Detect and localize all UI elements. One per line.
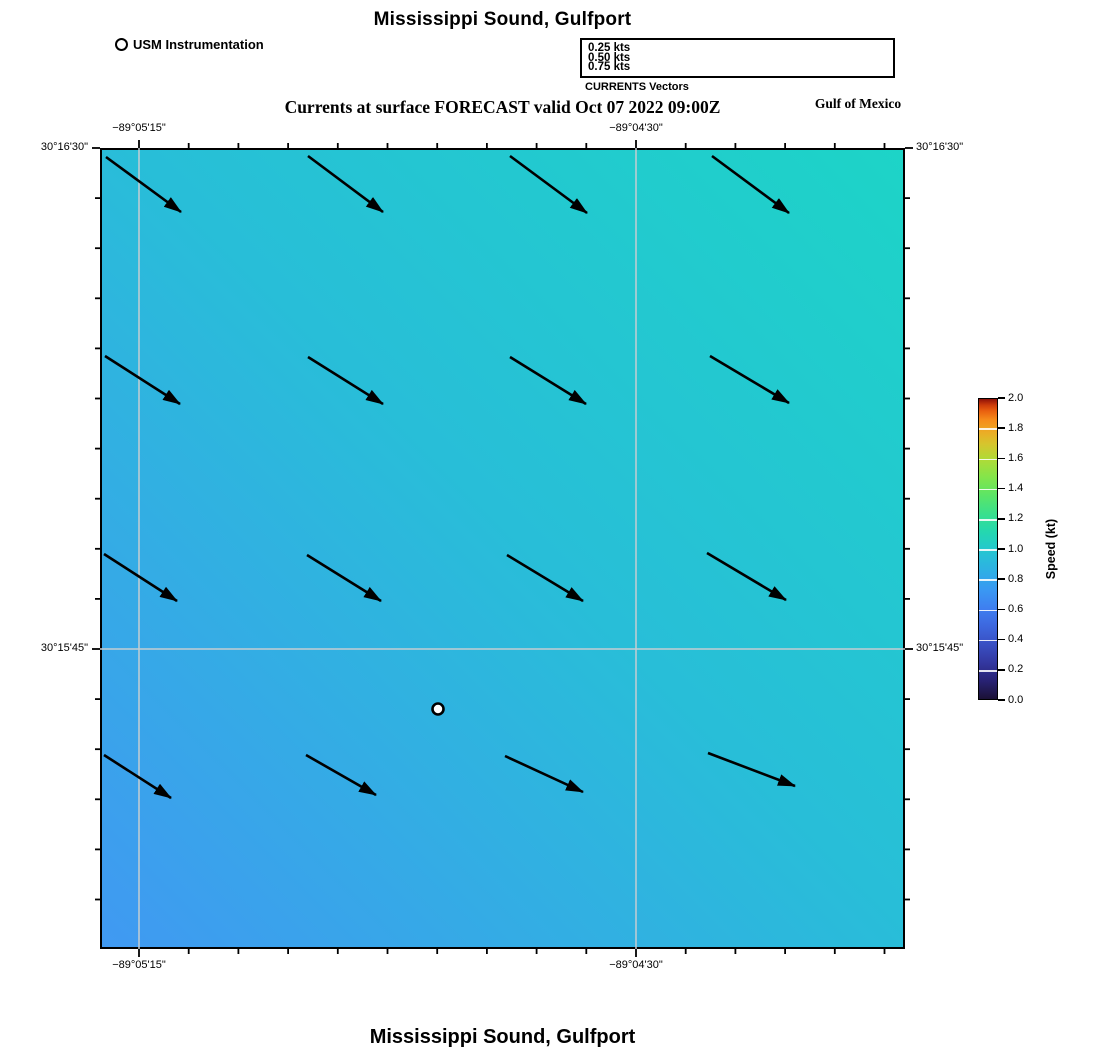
colorbar-tick-label: 2.0 bbox=[1008, 391, 1024, 404]
colorbar-tick-label: 0.2 bbox=[1008, 663, 1024, 676]
colorbar-tick-label: 1.6 bbox=[1008, 451, 1024, 464]
lat-tick-label-right-top: 30°16'30" bbox=[916, 141, 964, 153]
colorbar-tick-label: 0.6 bbox=[1008, 602, 1024, 615]
colorbar-separator-line bbox=[979, 609, 997, 612]
colorbar-tick bbox=[998, 487, 1005, 490]
vector-legend-caption: CURRENTS Vectors bbox=[585, 81, 689, 93]
colorbar-tick bbox=[998, 608, 1005, 611]
footer-title: Mississippi Sound, Gulfport bbox=[369, 1026, 636, 1048]
lat-tick-label-left-top: 30°16'30" bbox=[40, 141, 88, 153]
colorbar-tick bbox=[998, 457, 1005, 460]
legend-scale-label: 0.50 kts bbox=[588, 51, 631, 64]
colorbar-tick-label: 1.0 bbox=[1008, 542, 1024, 555]
current-speed-map bbox=[100, 148, 905, 949]
colorbar-separator-line bbox=[979, 519, 997, 521]
lon-tick-label-top-right: −89°04'30" bbox=[609, 122, 663, 134]
colorbar-axis-label: Speed (kt) bbox=[1044, 518, 1058, 580]
lat-tick-label-left-bottom: 30°15'45" bbox=[40, 642, 88, 654]
colorbar-tick bbox=[998, 517, 1005, 520]
colorbar-tick bbox=[998, 699, 1005, 701]
colorbar-separator-line bbox=[979, 458, 997, 461]
colorbar-separator-line bbox=[979, 488, 997, 491]
forecast-subtitle: Currents at surface FORECAST valid Oct 0… bbox=[284, 97, 721, 117]
colorbar-separator-line bbox=[979, 670, 997, 672]
colorbar-tick-label: 0.8 bbox=[1008, 572, 1024, 585]
colorbar-tick bbox=[998, 578, 1005, 581]
colorbar-tick-label: 1.2 bbox=[1008, 512, 1024, 525]
lon-tick-label-bottom-right: −89°04'30" bbox=[609, 959, 663, 971]
colorbar-tick-label: 1.8 bbox=[1008, 421, 1024, 434]
colorbar-separator-line bbox=[979, 428, 997, 430]
lon-tick-label-bottom-left: −89°05'15" bbox=[112, 959, 166, 971]
colorbar-tick bbox=[998, 427, 1005, 430]
colorbar-tick-label: 0.0 bbox=[1008, 693, 1024, 706]
colorbar-tick bbox=[998, 397, 1005, 399]
colorbar-separator-line bbox=[979, 549, 997, 551]
colorbar-tick bbox=[998, 668, 1005, 671]
page-title: Mississippi Sound, Gulfport bbox=[373, 9, 632, 30]
colorbar-separator-line bbox=[979, 579, 997, 581]
legend-scale-label: 0.75 kts bbox=[588, 61, 631, 73]
usm-instrumentation-legend: USM Instrumentation bbox=[115, 37, 264, 52]
colorbar-tick-label: 1.4 bbox=[1008, 482, 1024, 495]
vector-scale-legend-box: 0.25 kts 0.50 kts 0.75 kts bbox=[580, 38, 895, 78]
colorbar-tick bbox=[998, 638, 1005, 641]
colorbar-tick bbox=[998, 548, 1005, 550]
lon-tick-label-top-left: −89°05'15" bbox=[112, 122, 166, 134]
usm-legend-label: USM Instrumentation bbox=[133, 37, 264, 52]
region-label: Gulf of Mexico bbox=[814, 96, 902, 111]
colorbar-separator-line bbox=[979, 639, 997, 642]
colorbar-tick-label: 0.4 bbox=[1008, 633, 1024, 646]
station-circle-icon bbox=[115, 38, 128, 51]
speed-colorbar bbox=[978, 398, 998, 700]
legend-scale-label: 0.25 kts bbox=[588, 42, 631, 54]
lat-tick-label-right-bottom: 30°15'45" bbox=[916, 642, 964, 654]
